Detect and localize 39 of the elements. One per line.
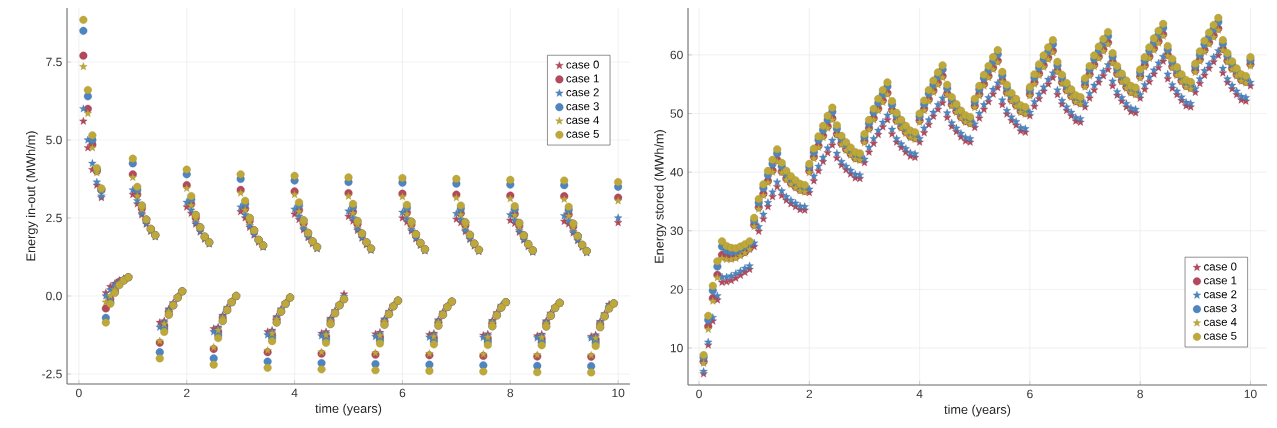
y-axis-title: Energy stored (MWh/m) bbox=[654, 130, 667, 263]
y-tick-label: 50 bbox=[670, 109, 683, 118]
x-tick-label: 4 bbox=[291, 388, 298, 397]
y-tick-label: 30 bbox=[670, 226, 683, 236]
y-tick-label: 40 bbox=[670, 167, 683, 177]
x-tick-label: 4 bbox=[916, 389, 923, 398]
x-tick-label: 8 bbox=[1137, 389, 1143, 399]
legend-label: case 1 bbox=[566, 74, 599, 83]
y-tick-label: 60 bbox=[670, 50, 683, 60]
legend-label: case 0 bbox=[1204, 262, 1237, 271]
y-tick-label: -2.5 bbox=[42, 369, 62, 379]
y-tick-label: 2.5 bbox=[46, 213, 62, 223]
legend-label: case 5 bbox=[1204, 331, 1237, 340]
x-tick-label: 10 bbox=[1244, 389, 1257, 399]
legend-label: case 3 bbox=[566, 102, 599, 111]
x-tick-label: 8 bbox=[507, 388, 514, 398]
y-tick-label: 7.5 bbox=[46, 57, 62, 67]
legend-label: case 4 bbox=[1204, 318, 1237, 326]
x-axis-title: time (years) bbox=[315, 403, 382, 416]
x-tick-label: 6 bbox=[1027, 389, 1033, 399]
x-tick-label: 0 bbox=[76, 388, 82, 398]
x-tick-label: 2 bbox=[184, 388, 190, 398]
y-tick-label: 0.0 bbox=[46, 291, 62, 301]
y-axis-title: Energy in-out (MWh/m) bbox=[26, 131, 38, 261]
legend-label: case 1 bbox=[1204, 276, 1237, 285]
y-tick-label: 5.0 bbox=[46, 135, 62, 145]
x-tick-label: 2 bbox=[806, 389, 813, 399]
legend-label: case 3 bbox=[1204, 304, 1237, 313]
legend-label: case 4 bbox=[566, 116, 600, 125]
x-tick-label: 10 bbox=[612, 388, 625, 398]
legend-label: case 2 bbox=[1204, 290, 1237, 299]
y-tick-label: 20 bbox=[670, 285, 683, 294]
legend-label: case 5 bbox=[566, 129, 599, 138]
x-tick-label: 6 bbox=[399, 388, 406, 398]
legend-label: case 0 bbox=[566, 60, 599, 69]
y-tick-label: 10 bbox=[670, 343, 683, 353]
x-tick-label: 0 bbox=[696, 389, 702, 399]
x-axis-title: time (years) bbox=[944, 404, 1011, 417]
legend-label: case 2 bbox=[566, 88, 599, 97]
